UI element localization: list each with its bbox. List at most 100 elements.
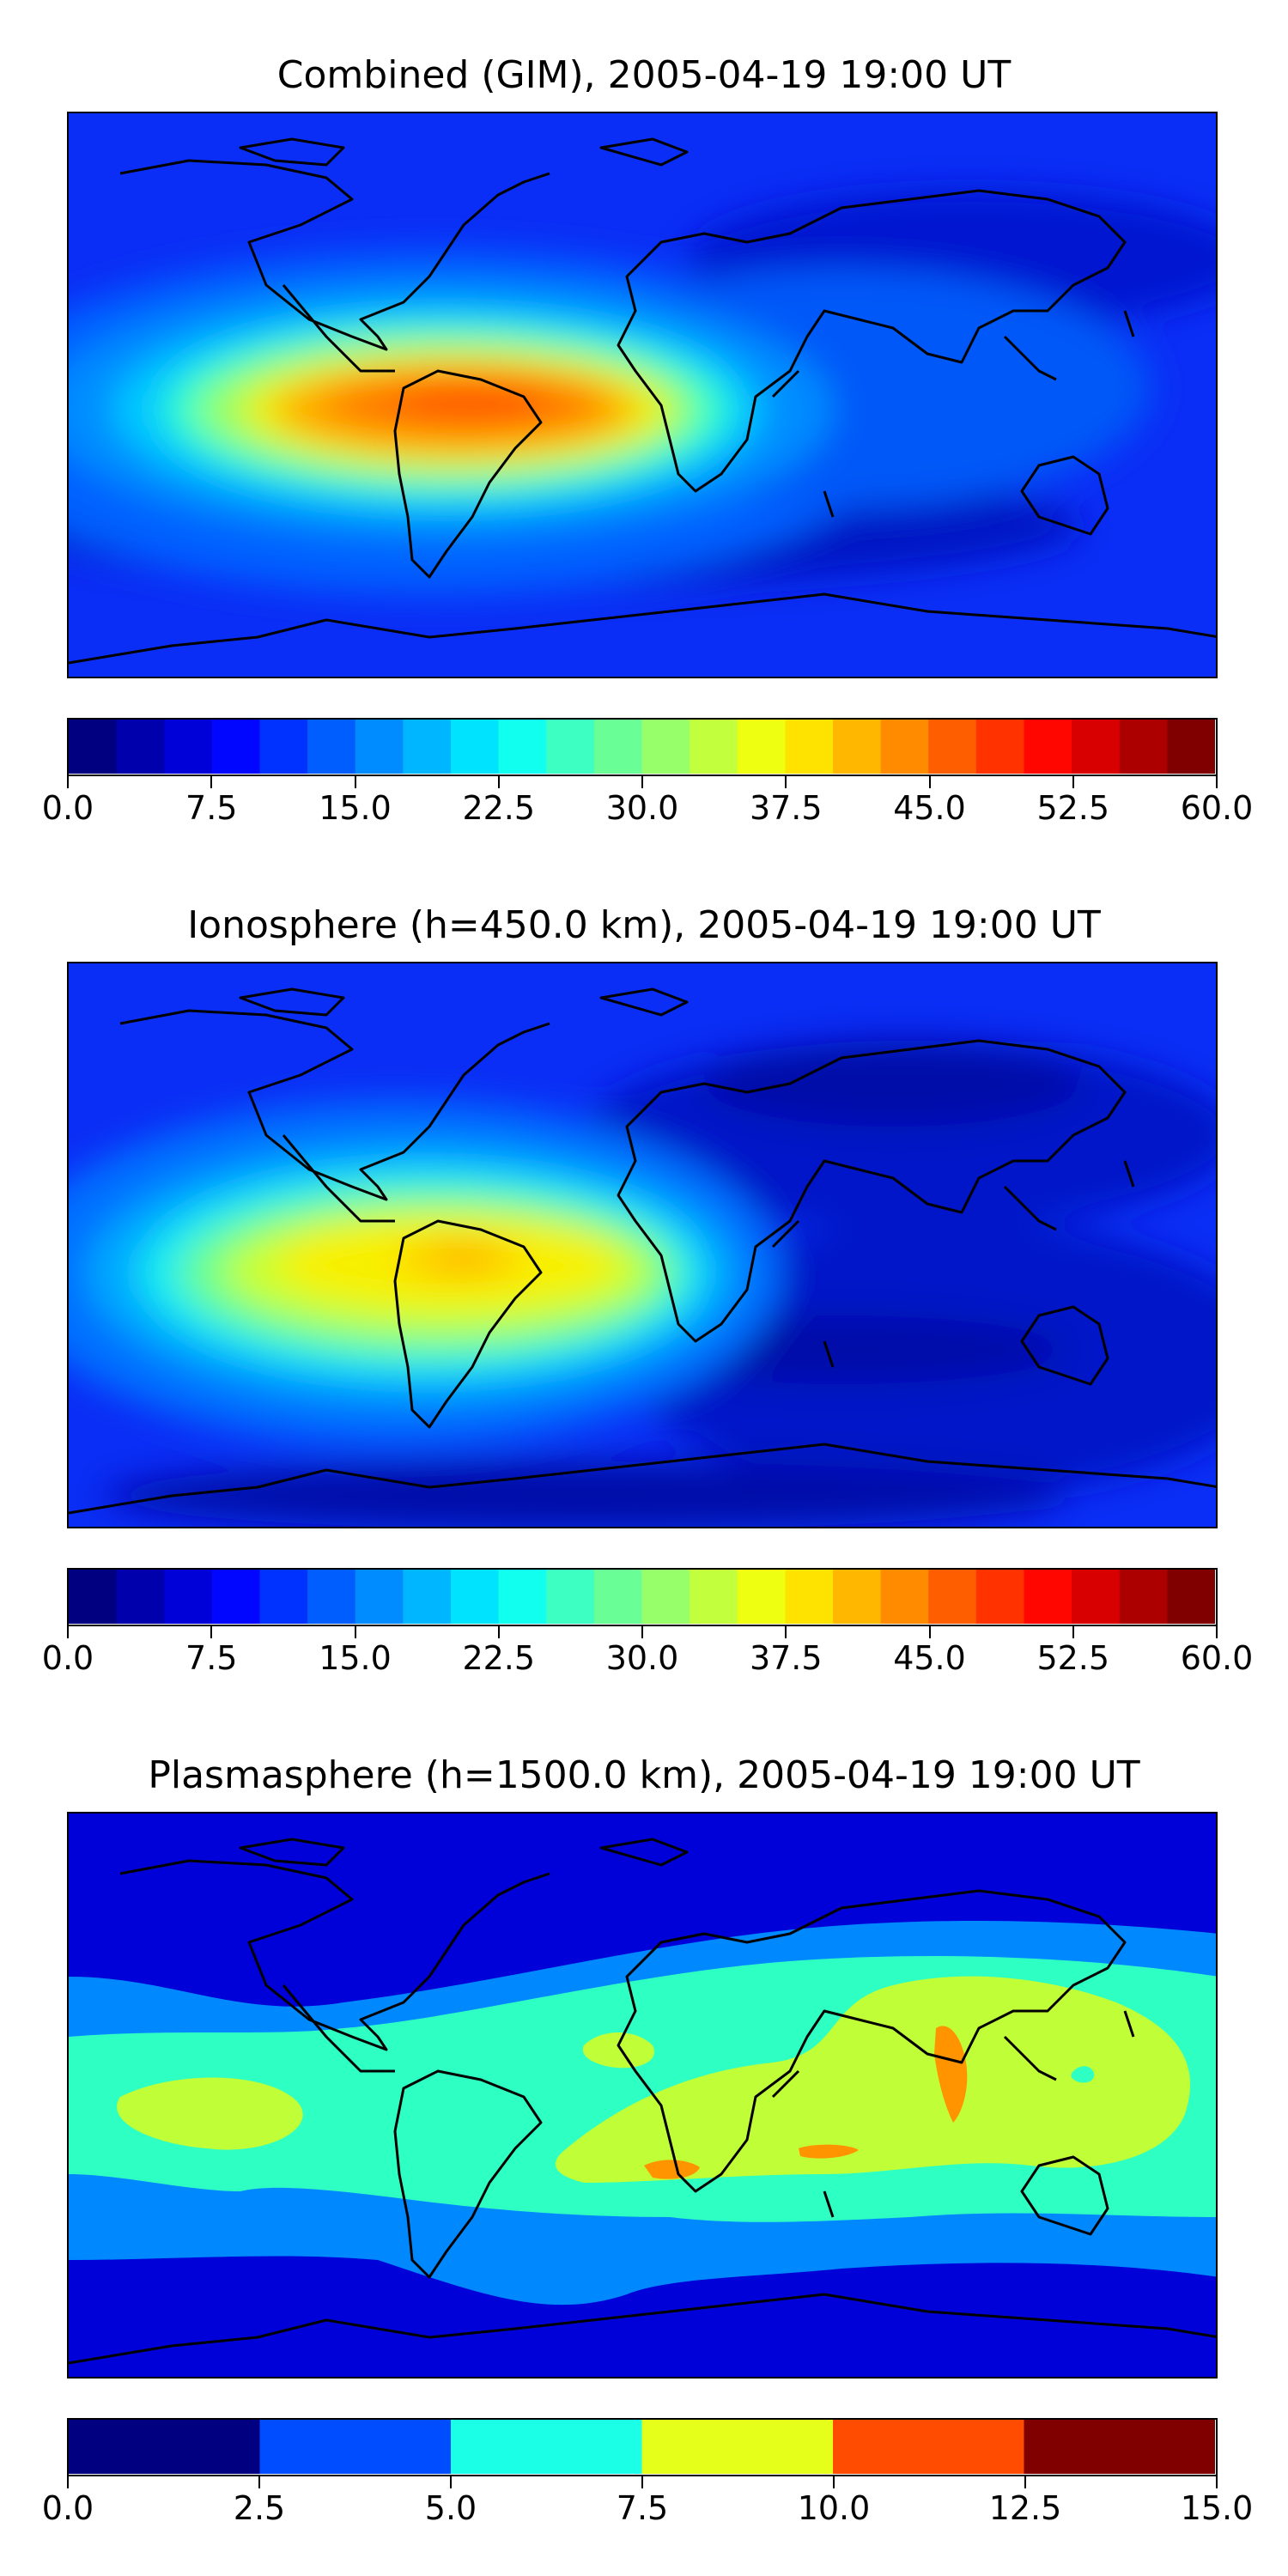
colorbar-tick-label: 12.5 (988, 2489, 1062, 2527)
colorbar-level-20 (1024, 1570, 1072, 1624)
colorbar-level-2 (164, 1570, 213, 1624)
colorbar-tick (497, 1626, 500, 1638)
colorbar-level-3 (211, 720, 261, 774)
colorbar-tick-label: 0.0 (41, 1639, 94, 1677)
colorbar-level-0 (69, 720, 118, 774)
panel-1-colorbar (67, 718, 1218, 776)
colorbar-level-21 (1072, 720, 1121, 774)
colorbar-level-12 (641, 1570, 690, 1624)
colorbar-tick (1216, 2476, 1218, 2488)
colorbar-level-5 (307, 1570, 356, 1624)
colorbar-level-15 (785, 1570, 834, 1624)
colorbar-level-7 (403, 720, 452, 774)
colorbar-tick-label: 60.0 (1180, 789, 1254, 827)
colorbar-level-18 (928, 1570, 977, 1624)
colorbar-level-2 (451, 2420, 643, 2474)
colorbar-tick-label: 0.0 (41, 2489, 94, 2527)
coastlines (69, 1838, 1216, 2365)
colorbar-level-9 (498, 720, 547, 774)
colorbar-level-18 (928, 720, 977, 774)
colorbar-level-5 (307, 720, 356, 774)
colorbar-level-6 (355, 1570, 404, 1624)
colorbar-tick (497, 776, 500, 788)
colorbar-level-4 (259, 720, 308, 774)
colorbar-tick (450, 2476, 452, 2488)
colorbar-level-9 (498, 1570, 547, 1624)
colorbar-level-10 (546, 1570, 595, 1624)
colorbar-level-14 (737, 1570, 786, 1624)
colorbar-tick-label: 0.0 (41, 789, 94, 827)
colorbar-tick-label: 7.5 (185, 789, 238, 827)
colorbar-tick (354, 776, 356, 788)
panel-1-title: Combined (GIM), 2005-04-19 19:00 UT (276, 53, 1012, 97)
colorbar-tick-label: 22.5 (462, 1639, 536, 1677)
colorbar-tick (641, 1626, 643, 1638)
colorbar-tick-label: 37.5 (749, 789, 823, 827)
colorbar-level-4 (259, 1570, 308, 1624)
contour-band (1071, 2066, 1095, 2083)
panel-2-colorbar-ticks: 0.0 7.5 15.0 22.5 30.0 37.5 45.0 52.5 60.0 (42, 1626, 1253, 1678)
panel-2-colorbar (67, 1568, 1218, 1626)
colorbar-level-17 (880, 720, 929, 774)
colorbar-level-23 (1167, 1570, 1215, 1624)
colorbar-level-21 (1072, 1570, 1121, 1624)
colorbar-tick-label: 30.0 (605, 789, 679, 827)
contour-band (555, 1976, 1191, 2183)
colorbar-level-23 (1167, 720, 1215, 774)
colorbar-tick (1216, 776, 1218, 788)
colorbar-tick (67, 2476, 69, 2488)
colorbar-level-8 (451, 1570, 500, 1624)
colorbar-tick-label: 22.5 (462, 789, 536, 827)
colorbar-tick-label: 10.0 (797, 2489, 871, 2527)
colorbar-tick-label: 5.0 (424, 2489, 477, 2527)
colorbar-level-22 (1119, 1570, 1168, 1624)
colorbar-level-13 (690, 1570, 738, 1624)
colorbar-level-13 (690, 720, 738, 774)
panel-2-title: Ionosphere (h=450.0 km), 2005-04-19 19:0… (187, 903, 1101, 947)
colorbar-level-16 (833, 1570, 882, 1624)
panel-3-colorbar-ticks: 0.0 2.5 5.0 7.5 10.0 12.5 15.0 (42, 2476, 1253, 2528)
colorbar-level-19 (975, 720, 1025, 774)
panel-1-colorbar-ticks: 0.0 7.5 15.0 22.5 30.0 37.5 45.0 52.5 60.0 (42, 776, 1253, 828)
contour-band (799, 2144, 859, 2159)
colorbar-level-5 (1024, 2420, 1215, 2474)
colorbar-level-10 (546, 720, 595, 774)
panel-3-map (67, 1812, 1218, 2379)
colorbar-tick-label: 37.5 (749, 1639, 823, 1677)
colorbar-level-22 (1119, 720, 1168, 774)
colorbar-tick-label: 7.5 (616, 2489, 669, 2527)
colorbar-level-1 (259, 2420, 452, 2474)
colorbar-tick (785, 776, 787, 788)
colorbar-tick (833, 2476, 835, 2488)
colorbar-level-16 (833, 720, 882, 774)
colorbar-level-8 (451, 720, 500, 774)
colorbar-tick (785, 1626, 787, 1638)
colorbar-tick-label: 15.0 (319, 1639, 392, 1677)
colorbar-level-1 (116, 1570, 165, 1624)
colorbar-tick-label: 45.0 (893, 1639, 966, 1677)
colorbar-tick (210, 1626, 213, 1638)
colorbar-level-11 (593, 1570, 643, 1624)
colorbar-tick (928, 1626, 931, 1638)
colorbar-tick-label: 45.0 (893, 789, 966, 827)
contour-band (582, 2032, 654, 2069)
colorbar-level-1 (116, 720, 165, 774)
colorbar-tick (1216, 1626, 1218, 1638)
colorbar-tick-label: 30.0 (605, 1639, 679, 1677)
contour-band (644, 2160, 700, 2179)
colorbar-level-6 (355, 720, 404, 774)
colorbar-level-19 (975, 1570, 1025, 1624)
colorbar-tick (67, 776, 69, 788)
colorbar-tick-label: 7.5 (185, 1639, 238, 1677)
coastlines (69, 137, 1216, 665)
colorbar-tick-label: 52.5 (1036, 789, 1110, 827)
contour-band (704, 1041, 1082, 1127)
colorbar-level-3 (211, 1570, 261, 1624)
contour-band (117, 2077, 303, 2150)
colorbar-tick (641, 2476, 643, 2488)
colorbar-level-0 (69, 2420, 261, 2474)
colorbar-tick (928, 776, 931, 788)
colorbar-tick-label: 52.5 (1036, 1639, 1110, 1677)
colorbar-level-7 (403, 1570, 452, 1624)
colorbar-tick (67, 1626, 69, 1638)
